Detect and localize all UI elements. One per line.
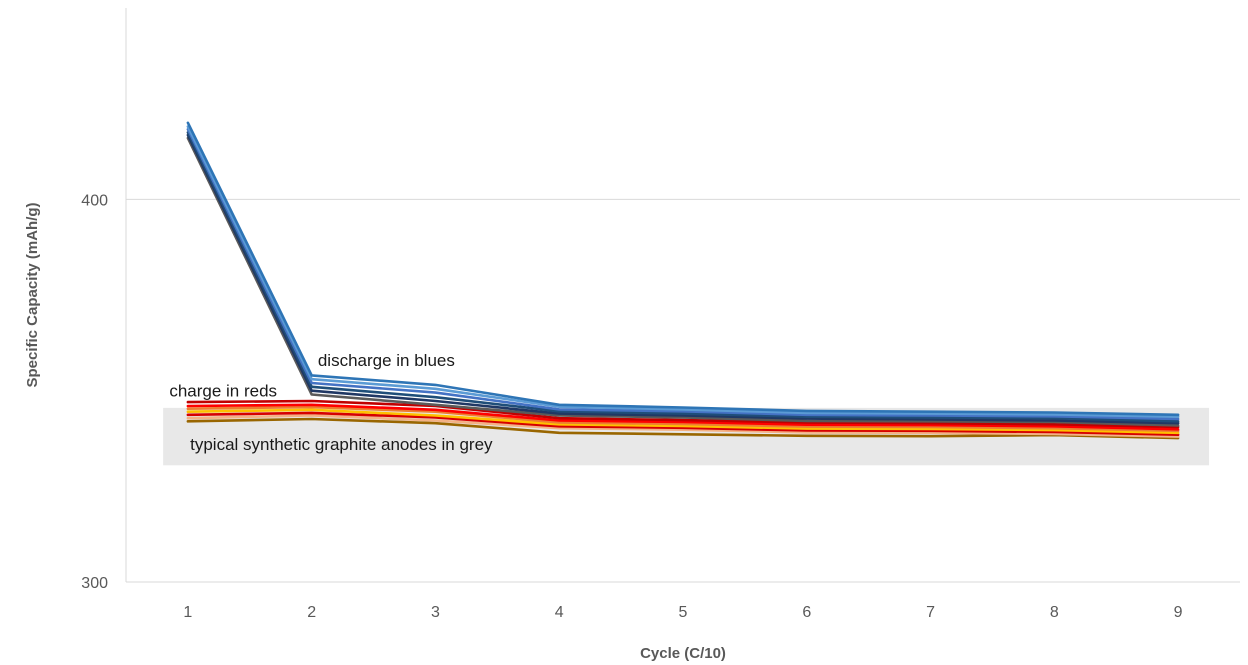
discharge-series-line	[186, 128, 1180, 421]
y-axis-title: Specific Capacity (mAh/g)	[24, 202, 41, 387]
charge-series-line	[186, 414, 1180, 438]
charge-series-line	[186, 403, 1180, 431]
y-tick-label: 400	[81, 192, 108, 209]
x-tick-label: 9	[1174, 604, 1183, 621]
charge-series-line	[186, 411, 1180, 437]
x-tick-label: 8	[1050, 604, 1059, 621]
x-tick-label: 2	[307, 604, 316, 621]
y-tick-label: 300	[81, 575, 108, 592]
annotation-label: discharge in blues	[318, 351, 455, 370]
charge-series-line	[186, 399, 1180, 429]
x-tick-label: 6	[802, 604, 811, 621]
axis-layer: 300 400 1 2 3 4 5 6 7 8 9 Cycle (C/10) Specific Capa…	[24, 8, 1240, 662]
charge-series-line	[186, 405, 1180, 433]
series-layer	[186, 121, 1180, 440]
x-tick-label: 4	[555, 604, 564, 621]
x-axis-title: Cycle (C/10)	[640, 645, 726, 662]
x-tick-label: 7	[926, 604, 935, 621]
discharge-series-line	[186, 131, 1180, 423]
discharge-series-line	[186, 121, 1180, 417]
charge-series-line	[186, 408, 1180, 435]
discharge-series-line	[186, 125, 1180, 419]
discharge-series-line	[186, 136, 1180, 427]
discharge-series-line	[186, 133, 1180, 425]
annotation-label: charge in reds	[169, 381, 277, 400]
label-layer: typical synthetic graphite anodes in gre…	[169, 351, 493, 454]
x-tick-label: 1	[183, 604, 192, 621]
band-label: typical synthetic graphite anodes in gre…	[190, 435, 493, 454]
x-tick-label: 3	[431, 604, 440, 621]
x-tick-label: 5	[679, 604, 688, 621]
charge-series-line	[186, 417, 1180, 440]
